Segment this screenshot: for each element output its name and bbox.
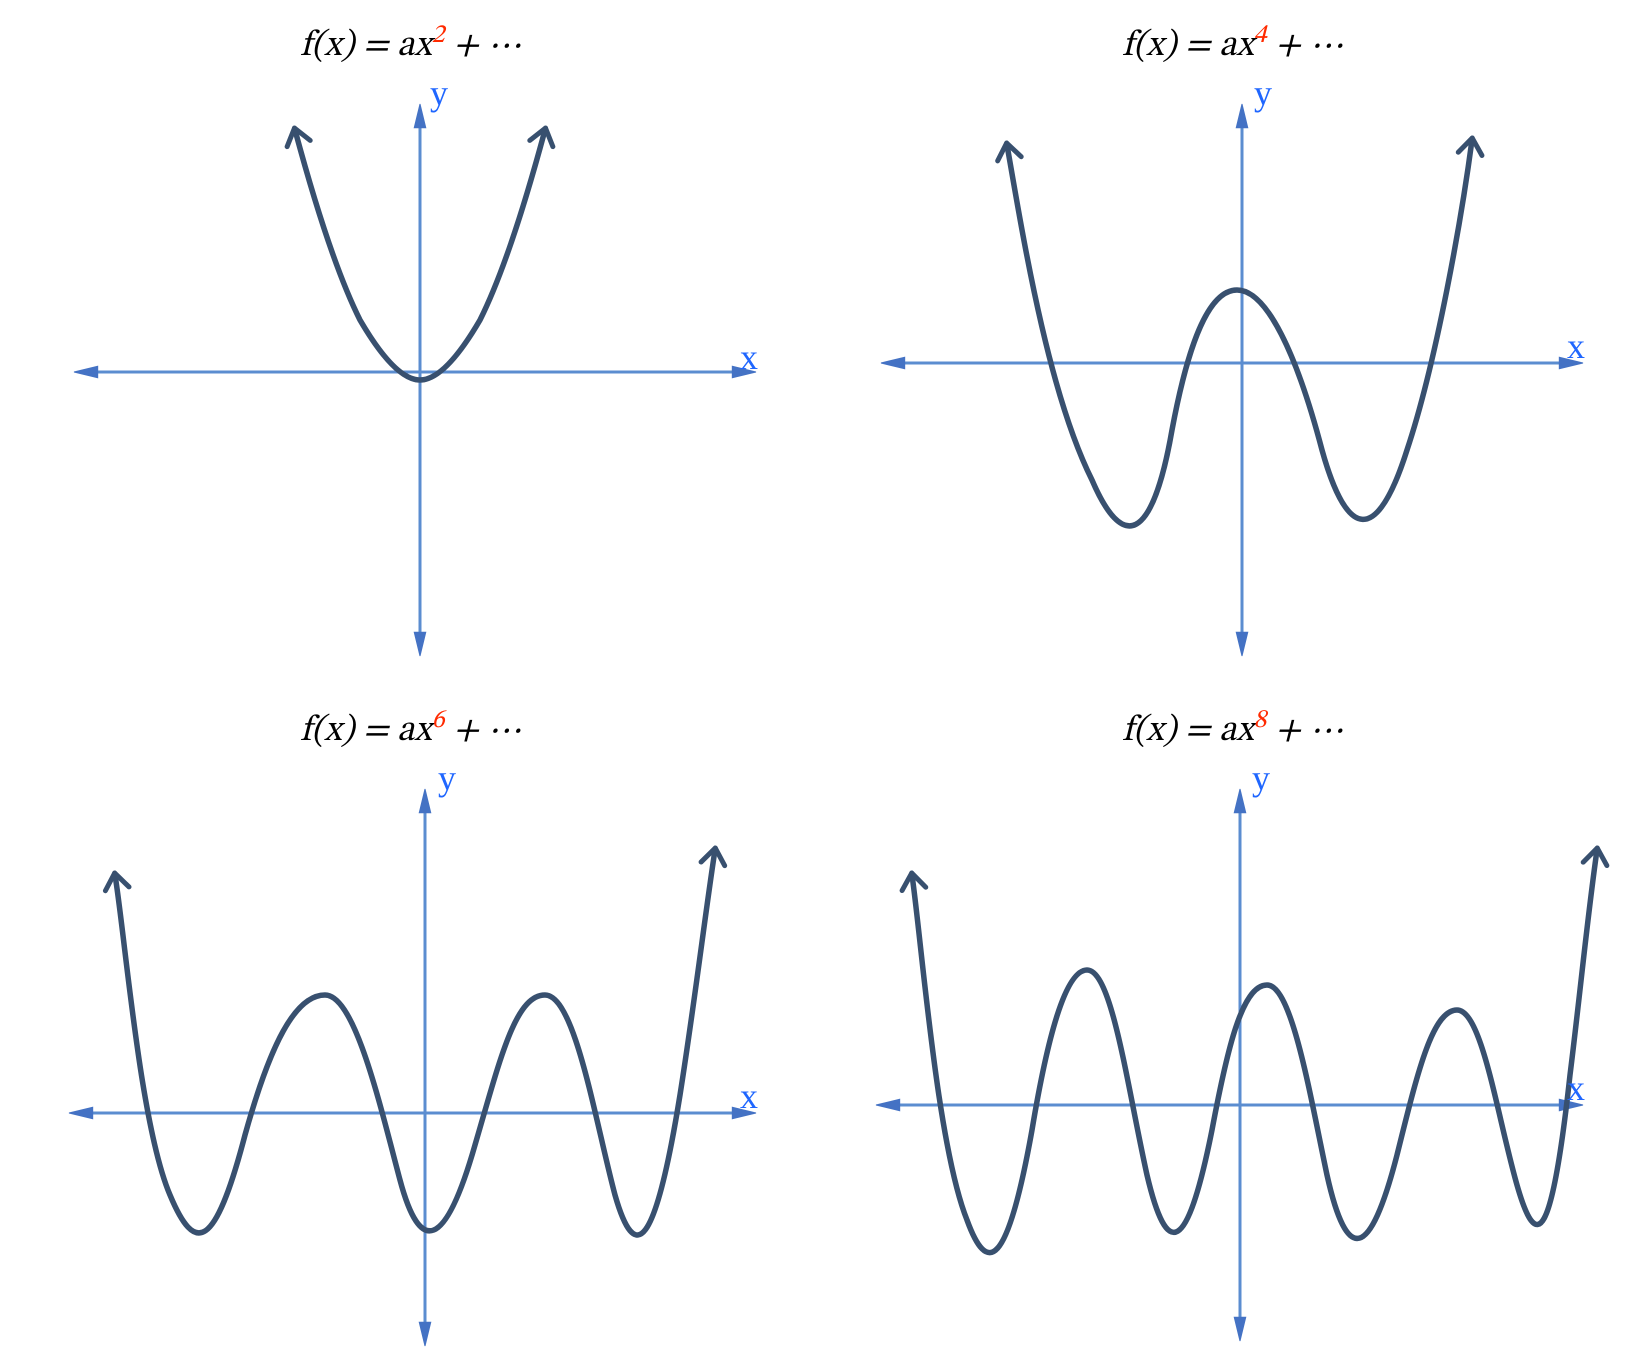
curve (1007, 140, 1472, 526)
x-axis-label: x (1567, 325, 1585, 367)
panel-p4: f(x) = ax8 + ⋯yx (822, 675, 1644, 1350)
panel-p1: f(x) = ax2 + ⋯yx (0, 0, 822, 675)
x-axis-label: x (740, 336, 758, 378)
y-axis-label: y (430, 72, 448, 114)
panel-p3: f(x) = ax6 + ⋯yx (0, 675, 822, 1350)
panel-grid: f(x) = ax2 + ⋯yxf(x) = ax4 + ⋯yxf(x) = a… (0, 0, 1644, 1350)
curve (115, 850, 715, 1235)
panel-p2: f(x) = ax4 + ⋯yx (822, 0, 1644, 675)
y-axis-label: y (1252, 757, 1270, 799)
panel-svg (0, 0, 822, 675)
panel-svg (0, 675, 822, 1350)
y-axis-label: y (438, 757, 456, 799)
y-axis-label: y (1254, 72, 1272, 114)
curve (912, 850, 1597, 1253)
x-axis-label: x (1567, 1067, 1585, 1109)
page: f(x) = ax2 + ⋯yxf(x) = ax4 + ⋯yxf(x) = a… (0, 0, 1644, 1350)
panel-svg (822, 0, 1644, 675)
panel-svg (822, 675, 1644, 1350)
x-axis-label: x (740, 1075, 758, 1117)
